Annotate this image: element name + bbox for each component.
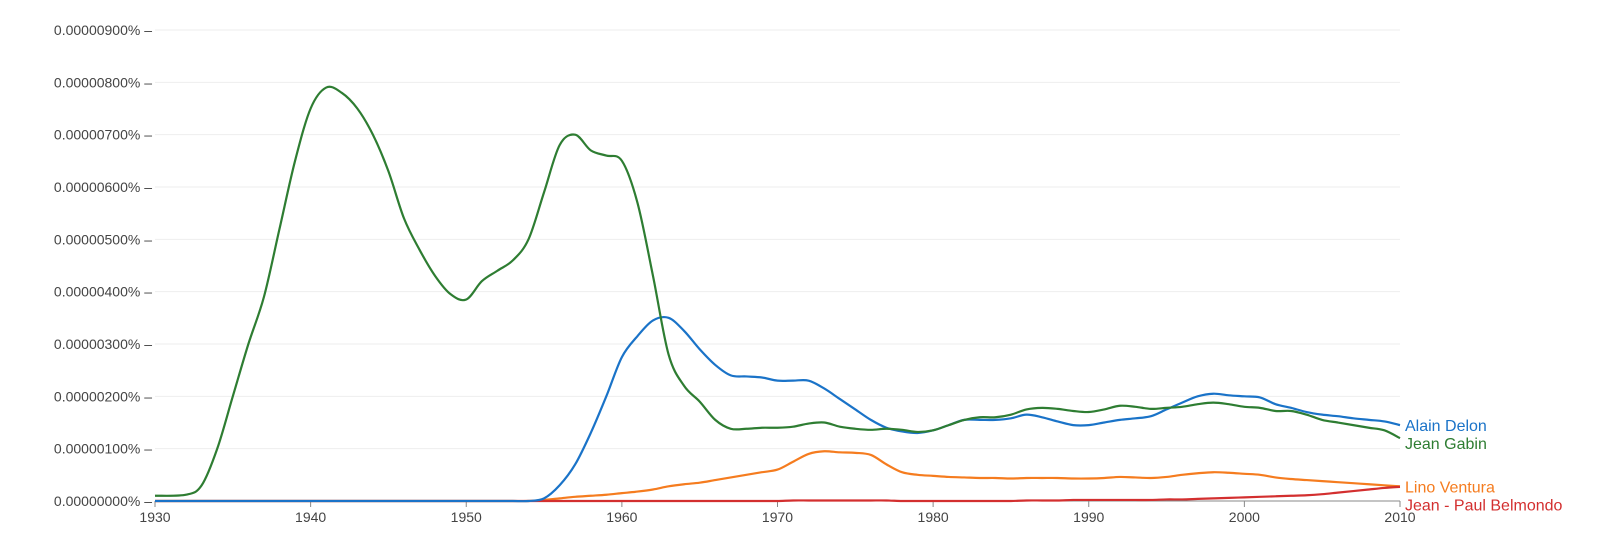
y-tick-label: 0.00000900% – [54, 22, 152, 38]
x-tick-label: 1930 [139, 509, 170, 525]
y-tick-label: 0.00000400% – [54, 284, 152, 300]
y-tick-label: 0.00000500% – [54, 231, 152, 247]
series-line-jean-gabin[interactable] [154, 85, 1401, 497]
series-label-jean-gabin: Jean Gabin [1405, 436, 1487, 453]
series-label-jean-paul-belmondo: Jean - Paul Belmondo [1405, 497, 1563, 514]
series-label-alain-delon: Alain Delon [1405, 418, 1487, 435]
x-tick-label: 1940 [295, 509, 326, 525]
x-tick-label: 1990 [1073, 509, 1104, 525]
series-line-alain-delon[interactable] [154, 315, 1401, 503]
x-tick-label: 1960 [606, 509, 637, 525]
x-tick-label: 1980 [918, 509, 949, 525]
x-tick-label: 2010 [1384, 509, 1415, 525]
x-tick-label: 2000 [1229, 509, 1260, 525]
series-label-lino-ventura: Lino Ventura [1405, 479, 1495, 496]
series-lines [154, 85, 1401, 503]
y-tick-label: 0.00000200% – [54, 388, 152, 404]
y-axis: 0.00000000% – 0.00000100% – 0.00000200% – 0… [54, 22, 152, 509]
x-tick-label: 1970 [762, 509, 793, 525]
y-tick-label: 0.00000000% – [54, 493, 152, 509]
series-line-jean-paul-belmondo[interactable] [154, 485, 1401, 503]
gridlines [155, 29, 1400, 502]
x-axis: 1930 1940 1950 1960 1970 1980 1990 2000 2010 [139, 500, 1416, 525]
series-line-lino-ventura[interactable] [154, 450, 1401, 503]
y-tick-label: 0.00000700% – [54, 127, 152, 143]
y-tick-label: 0.00000100% – [54, 441, 152, 457]
y-tick-label: 0.00000600% – [54, 179, 152, 195]
x-tick-label: 1950 [451, 509, 482, 525]
y-tick-label: 0.00000300% – [54, 336, 152, 352]
y-tick-label: 0.00000800% – [54, 74, 152, 90]
